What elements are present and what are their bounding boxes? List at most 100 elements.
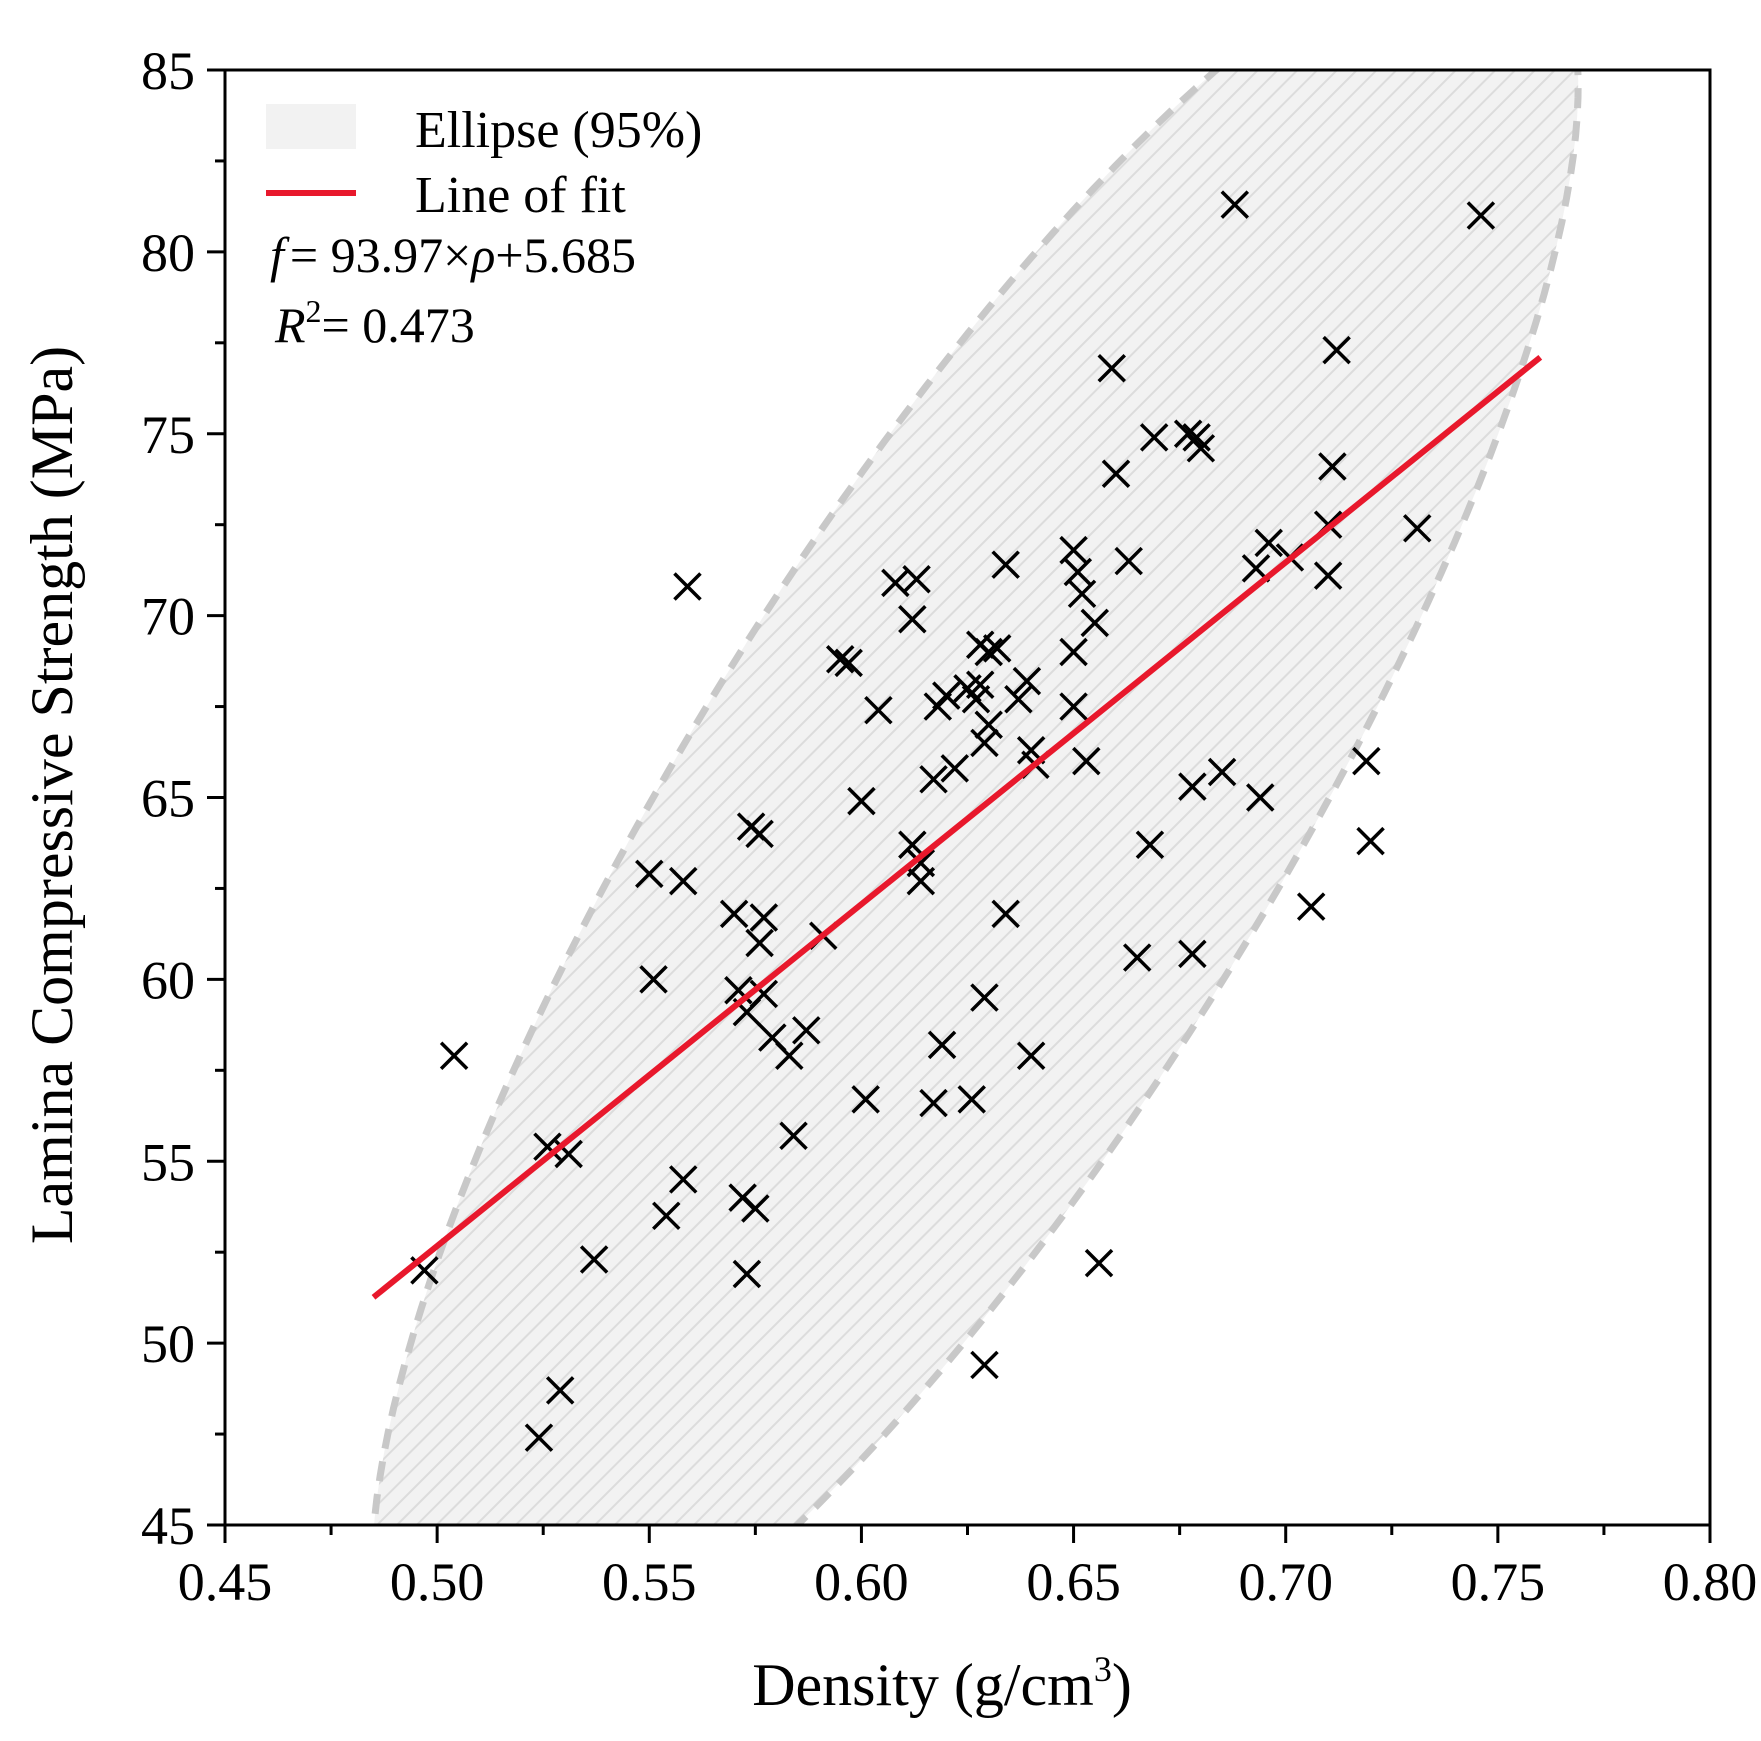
data-point <box>1246 783 1275 812</box>
data-point <box>898 605 927 634</box>
confidence-ellipse <box>370 70 1582 1525</box>
data-point <box>1016 1041 1046 1070</box>
data-point <box>970 1350 999 1380</box>
data-point <box>834 648 863 678</box>
data-point <box>775 1041 804 1070</box>
x-tick-labels: 0.45 0.50 0.55 0.60 0.65 0.70 0.75 0.80 <box>178 1552 1758 1612</box>
data-point <box>940 754 970 783</box>
data-point <box>652 1201 681 1231</box>
x-tick-label: 0.50 <box>390 1552 485 1612</box>
data-point <box>970 983 999 1012</box>
data-point <box>1139 423 1169 452</box>
x-tick-label: 0.70 <box>1238 1552 1333 1612</box>
data-point <box>1186 434 1216 463</box>
data-point <box>579 1245 609 1274</box>
data-point <box>974 710 1003 739</box>
x-axis-ticks <box>223 1525 1712 1543</box>
fit-equation: f = 93.97×ρ+5.685 <box>270 227 636 283</box>
data-point <box>779 1121 808 1151</box>
data-point <box>906 848 936 878</box>
data-point <box>1097 354 1126 383</box>
y-tick-label: 85 <box>141 41 195 101</box>
data-point <box>1084 1248 1114 1278</box>
data-point <box>965 670 995 699</box>
data-point <box>1322 335 1351 365</box>
data-point <box>957 1085 986 1114</box>
data-point <box>851 1085 880 1114</box>
data-point <box>639 965 668 994</box>
data-point <box>1122 943 1152 972</box>
data-point <box>1313 561 1343 590</box>
x-axis-title: Density (g/cm3) <box>752 1649 1132 1718</box>
data-point <box>991 899 1020 929</box>
data-point <box>749 979 779 1009</box>
y-tick-label: 80 <box>141 223 195 283</box>
data-point <box>732 1259 762 1289</box>
data-point <box>902 565 931 594</box>
x-tick-label: 0.75 <box>1451 1552 1546 1612</box>
x-tick-label: 0.80 <box>1663 1552 1758 1612</box>
data-point <box>668 866 698 896</box>
y-tick-label: 65 <box>141 769 195 829</box>
data-point <box>1178 772 1207 801</box>
data-point <box>749 903 779 932</box>
y-tick-label: 50 <box>141 1314 195 1374</box>
data-point <box>792 1016 821 1045</box>
data-point <box>974 637 1003 667</box>
plot-frame <box>223 68 1712 1527</box>
data-point <box>1101 459 1131 488</box>
y-tick-label: 55 <box>141 1132 195 1192</box>
data-point <box>439 1041 469 1070</box>
legend-ellipse-swatch <box>266 104 356 149</box>
data-point <box>1059 692 1088 721</box>
data-point <box>1059 535 1088 565</box>
data-point <box>668 1165 698 1194</box>
data-point <box>1135 830 1165 860</box>
data-point <box>719 899 749 929</box>
y-tick-label: 70 <box>141 587 195 647</box>
y-tick-label: 75 <box>141 405 195 465</box>
data-point <box>919 765 948 794</box>
legend-ellipse-label: Ellipse (95%) <box>415 102 702 159</box>
data-point <box>1356 826 1385 856</box>
data-points <box>410 190 1496 1452</box>
data-point <box>745 928 774 958</box>
data-point <box>1063 557 1093 587</box>
data-point <box>741 1194 770 1223</box>
data-point <box>1072 746 1101 776</box>
x-tick-label: 0.55 <box>602 1552 697 1612</box>
data-point <box>524 1423 554 1452</box>
data-point <box>533 1132 562 1161</box>
data-point <box>1059 637 1088 667</box>
x-tick-label: 0.60 <box>814 1552 909 1612</box>
fit-line <box>371 354 1543 1300</box>
data-point <box>745 819 774 849</box>
legend: Ellipse (95%) Line of fit <box>266 102 702 224</box>
data-point <box>932 681 961 710</box>
data-point <box>1178 939 1207 969</box>
data-point <box>970 728 999 758</box>
data-point <box>1004 685 1033 714</box>
x-tick-label: 0.45 <box>178 1552 273 1612</box>
data-point <box>847 786 876 816</box>
data-point <box>1403 514 1432 543</box>
data-point <box>1220 190 1250 219</box>
y-tick-label: 60 <box>141 950 195 1010</box>
y-tick-labels: 45 50 55 60 65 70 75 80 85 <box>141 41 195 1556</box>
data-point <box>1114 546 1143 576</box>
data-point <box>991 550 1020 579</box>
x-tick-label: 0.65 <box>1026 1552 1121 1612</box>
data-point <box>1067 579 1097 609</box>
data-point <box>982 634 1012 663</box>
y-axis-ticks <box>207 68 225 1527</box>
data-point <box>864 695 893 725</box>
data-point <box>1296 892 1326 921</box>
data-point <box>673 572 702 601</box>
data-point <box>1318 452 1347 481</box>
r-squared: R2= 0.473 <box>274 293 475 353</box>
data-point <box>1207 757 1237 787</box>
data-point <box>1012 666 1042 696</box>
y-axis-title: Lamina Compressive Strength (MPa) <box>19 346 85 1244</box>
data-point <box>927 1030 957 1060</box>
